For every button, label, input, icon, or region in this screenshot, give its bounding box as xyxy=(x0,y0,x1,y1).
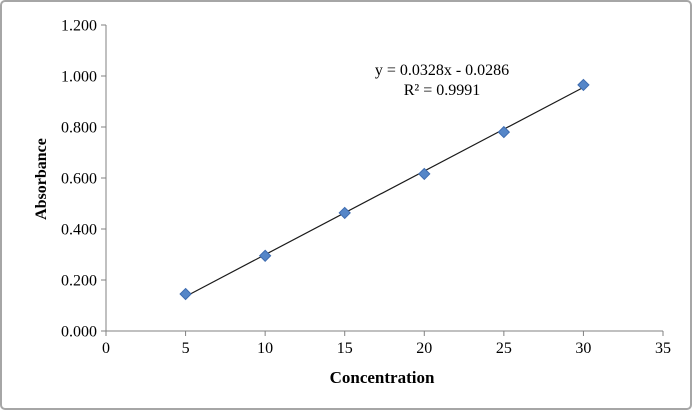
data-point-marker xyxy=(577,78,590,92)
data-point-marker xyxy=(179,287,192,301)
x-tick-label: 0 xyxy=(102,340,110,357)
y-axis-title: Absorbance xyxy=(33,138,50,220)
y-tick-label: 0.400 xyxy=(61,222,97,239)
y-tick-label: 0.000 xyxy=(61,324,97,341)
x-tick-label: 35 xyxy=(655,340,671,357)
y-tick-label: 0.600 xyxy=(61,171,97,188)
x-tick-label: 10 xyxy=(257,340,273,357)
trendline-annotation: y = 0.0328x - 0.0286 R² = 0.9991 xyxy=(375,61,509,101)
trendline xyxy=(185,86,584,298)
data-point-marker xyxy=(418,167,431,181)
x-tick-label: 5 xyxy=(182,340,190,357)
y-tick-label: 1.000 xyxy=(61,69,97,86)
y-tick-label: 0.800 xyxy=(61,120,97,137)
data-point-marker xyxy=(497,125,511,139)
y-tick-label: 1.200 xyxy=(61,18,97,35)
x-tick-label: 30 xyxy=(575,340,591,357)
data-point-marker xyxy=(258,249,272,262)
data-point-marker xyxy=(338,206,351,220)
x-tick-label: 15 xyxy=(337,340,353,357)
trendline-equation: y = 0.0328x - 0.0286 xyxy=(374,62,510,79)
x-tick-label: 20 xyxy=(416,340,432,357)
trendline-r-squared: R² = 0.9991 xyxy=(403,82,481,99)
x-tick-label: 25 xyxy=(496,340,512,357)
x-axis-title: Concentration xyxy=(329,368,435,387)
y-tick-label: 0.200 xyxy=(61,273,97,290)
